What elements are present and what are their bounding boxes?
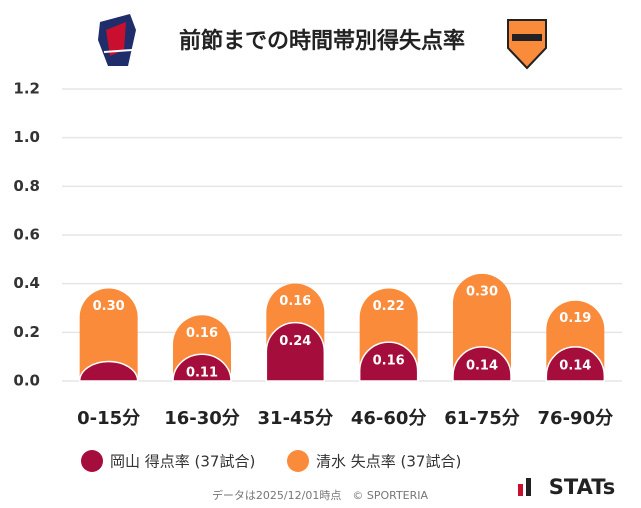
y-tick-label: 0.2 (13, 323, 40, 341)
legend-swatch (287, 450, 309, 472)
x-tick-label: 31-45分 (258, 408, 334, 429)
x-tick-label: 76-90分 (538, 408, 614, 429)
data-label: 0.16 (279, 294, 311, 309)
data-label: 0.16 (186, 326, 218, 341)
x-tick-label: 46-60分 (351, 408, 427, 429)
y-tick-label: 1.2 (13, 80, 40, 98)
x-tick-label: 61-75分 (444, 408, 520, 429)
bar-segment (79, 288, 138, 381)
brand-icon (526, 478, 531, 496)
chart-title: 前節までの時間帯別得失点率 (179, 28, 465, 54)
data-label: 0.22 (373, 299, 405, 314)
y-tick-label: 0.6 (13, 226, 40, 244)
legend-label: 清水 失点率 (37試合) (316, 453, 461, 471)
data-label: 0.24 (279, 334, 311, 349)
data-label: 0.11 (186, 366, 218, 381)
data-label: 0.30 (466, 284, 498, 299)
footer: データは2025/12/01時点 © SPORTERIA (212, 488, 429, 502)
y-tick-label: 0.0 (13, 372, 40, 390)
y-tick-label: 1.0 (13, 128, 40, 146)
legend-label: 岡山 得点率 (37試合) (110, 453, 255, 471)
bar-segment (545, 346, 606, 382)
bar-segment (78, 360, 139, 382)
bar-segment (358, 341, 419, 382)
data-label: 0.16 (373, 354, 405, 369)
bar-segment (265, 321, 326, 382)
y-tick-label: 0.4 (13, 274, 40, 292)
brand: STATs (549, 475, 615, 499)
logo-left (98, 14, 136, 66)
data-label: 0.19 (559, 311, 591, 326)
data-label: 0.14 (466, 358, 498, 373)
legend: 岡山 得点率 (37試合) 清水 失点率 (37試合) (81, 450, 461, 472)
bar-segment (172, 353, 232, 382)
data-label: 0.30 (93, 299, 125, 314)
x-tick-label: 16-30分 (164, 408, 240, 429)
logo-right (507, 19, 547, 70)
legend-swatch (81, 450, 103, 472)
bar-segment (452, 346, 512, 382)
brand-icon (518, 484, 523, 496)
y-tick-label: 0.8 (13, 177, 40, 195)
x-tick-label: 0-15分 (77, 408, 140, 429)
data-label: 0.14 (559, 358, 591, 373)
